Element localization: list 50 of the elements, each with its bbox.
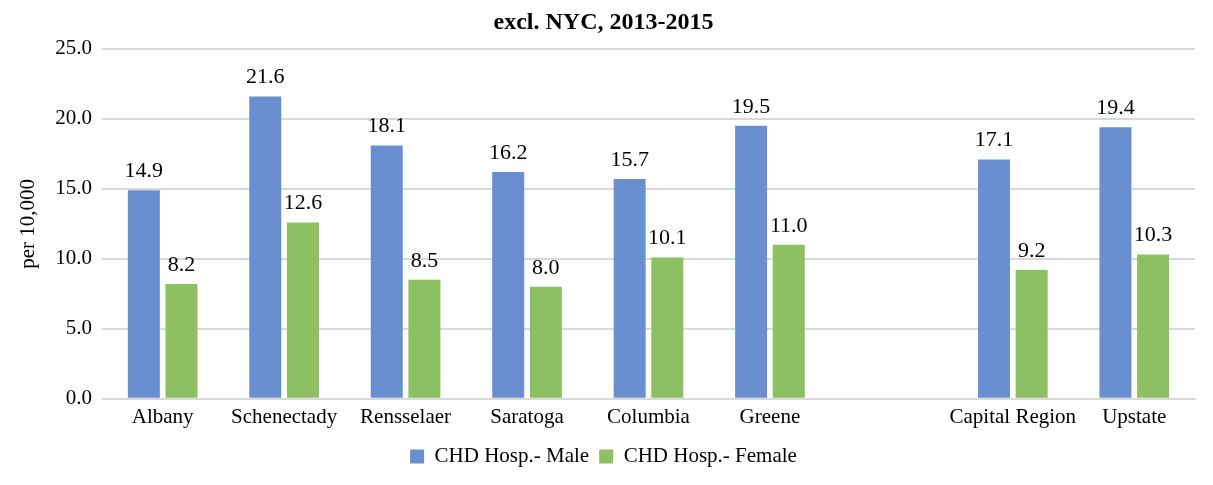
x-tick-label: Capital Region <box>949 403 1077 428</box>
data-label: 19.5 <box>731 92 771 118</box>
y-tick-label: 15.0 <box>55 175 92 200</box>
bar <box>1137 254 1170 398</box>
data-label: 8.0 <box>532 253 560 279</box>
x-tick-label: Greene <box>739 403 801 428</box>
data-label: 19.4 <box>1096 93 1135 119</box>
data-label: 16.2 <box>488 138 528 164</box>
data-label: 9.2 <box>1017 236 1046 262</box>
y-tick-label: 25.0 <box>55 35 92 60</box>
data-label: 21.6 <box>246 63 285 89</box>
bar <box>165 284 198 398</box>
bar <box>978 159 1010 398</box>
chart-title: excl. NYC, 2013-2015 <box>493 7 714 34</box>
y-axis-title: per 10,000 <box>15 178 40 269</box>
y-tick-label: 20.0 <box>55 105 92 130</box>
bar <box>613 179 646 398</box>
data-label: 10.1 <box>648 224 687 250</box>
x-tick-label: Saratoga <box>490 403 565 428</box>
bar <box>286 222 319 398</box>
y-tick-label: 0.0 <box>65 385 92 410</box>
bar <box>127 190 160 398</box>
data-label: 11.0 <box>769 211 808 237</box>
bar <box>735 125 768 398</box>
x-tick-label: Albany <box>131 403 195 428</box>
x-tick-label: Upstate <box>1102 403 1167 428</box>
bar <box>370 145 403 398</box>
x-tick-label: Columbia <box>607 403 691 428</box>
data-label: 8.2 <box>167 250 196 276</box>
y-tick-label: 10.0 <box>55 245 92 270</box>
data-label: 15.7 <box>610 145 649 171</box>
data-label: 14.9 <box>124 156 164 182</box>
x-tick-label: Rensselaer <box>360 403 452 428</box>
data-label: 17.1 <box>974 126 1014 152</box>
y-tick-label: 5.0 <box>65 315 92 340</box>
data-label: 8.5 <box>410 246 439 272</box>
data-label: 10.3 <box>1133 221 1173 247</box>
bar <box>1099 127 1132 398</box>
bar <box>529 286 562 398</box>
bar <box>408 279 441 398</box>
data-label: 18.1 <box>367 112 406 138</box>
x-tick-label: Schenectady <box>231 403 338 428</box>
data-label: 12.6 <box>283 189 323 215</box>
bar <box>249 96 282 398</box>
bar <box>492 172 525 398</box>
bar <box>772 244 805 398</box>
bar <box>651 257 684 398</box>
legend-label: CHD Hosp.- Male <box>434 443 590 468</box>
legend-label: CHD Hosp.- Female <box>623 443 797 468</box>
bar <box>1015 270 1048 398</box>
